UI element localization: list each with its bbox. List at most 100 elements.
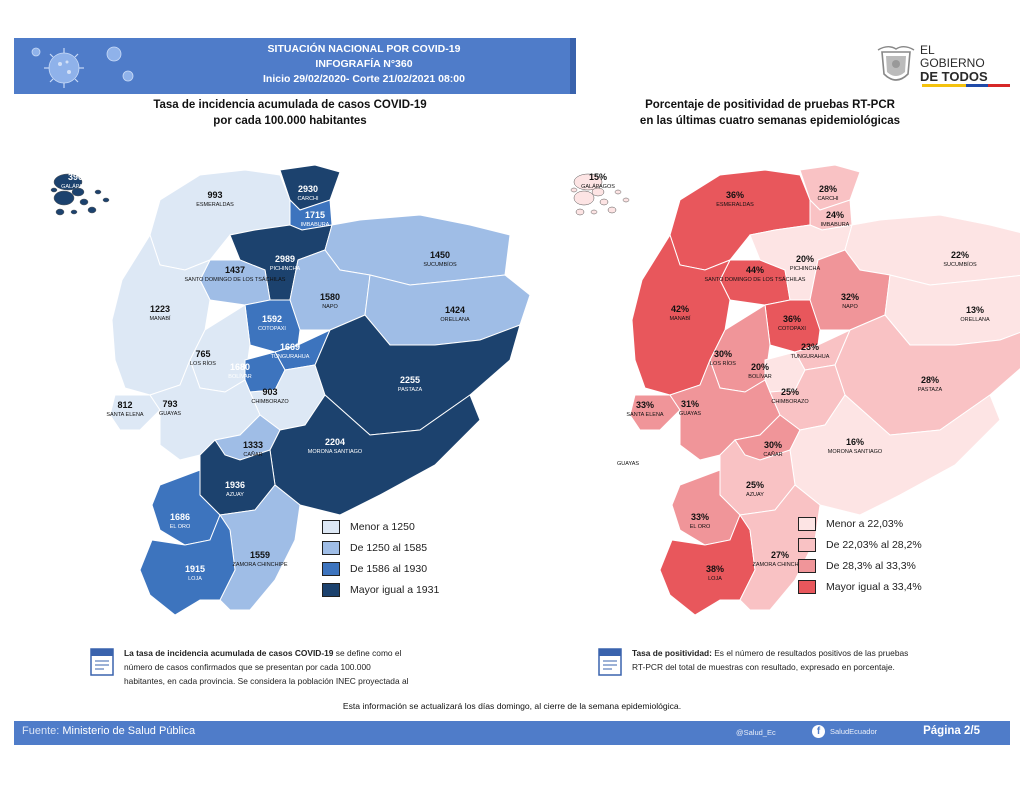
value-label-carchi: 2930 — [298, 184, 318, 194]
incidence-legend-swatch — [322, 561, 340, 576]
value-label-los-rios: 765 — [195, 349, 210, 359]
province-label-pastaza: PASTAZA — [918, 387, 943, 393]
value-label-cotopaxi: 36% — [783, 314, 801, 324]
province-label-morona-santiago: MORONA SANTIAGO — [828, 449, 883, 455]
province-label-manabi: MANABÍ — [149, 315, 171, 322]
incidence-legend: Menor a 1250 De 1250 al 1585 De 1586 al 19… — [322, 516, 439, 600]
logo-line3: DE TODOS — [920, 69, 988, 84]
value-label-carchi: 28% — [819, 184, 837, 194]
positivity-legend-swatch — [798, 537, 816, 552]
left-map-title: Tasa de incidencia acumulada de casos CO… — [100, 97, 480, 129]
incidence-note-line2: número de casos confirmados que se prese… — [124, 662, 371, 672]
value-label-napo: 32% — [841, 292, 859, 302]
page-number: Página 2/5 — [923, 725, 980, 737]
province-label-zamora-chinchipe: ZAMORA CHINCHIPE — [232, 562, 287, 568]
province-label-pichincha: PICHINCHA — [790, 266, 821, 272]
province-label-sucumbios: SUCUMBÍOS — [423, 261, 457, 268]
header-title: SITUACIÓN NACIONAL POR COVID-19 — [267, 43, 461, 55]
province-label-santa-elena: SANTA ELENA — [106, 412, 144, 418]
province-label-santo-domingo-de-los-tsachilas: SANTO DOMINGO DE LOS TSÁCHILAS — [185, 276, 286, 283]
province-label-canar: CAÑAR — [763, 451, 782, 458]
value-label-chimborazo: 903 — [262, 387, 277, 397]
province-label-esmeraldas: ESMERALDAS — [716, 202, 754, 208]
value-label-sucumbios: 22% — [951, 250, 969, 260]
incidence-note-line3: habitantes, en cada provincia. Se consid… — [124, 676, 409, 686]
positivity-note-bold: Tasa de positividad: — [632, 648, 712, 658]
province-label-cotopaxi: COTOPAXI — [778, 326, 806, 332]
logo-line1: EL — [920, 43, 935, 57]
province-label-el-oro: EL ORO — [170, 524, 191, 530]
value-label-el-oro: 33% — [691, 512, 709, 522]
province-label-cotopaxi: COTOPAXI — [258, 326, 286, 332]
value-label-azuay: 1936 — [225, 480, 245, 490]
virus-icon — [31, 46, 134, 88]
province-galapagos — [570, 173, 630, 216]
province-label-azuay: AZUAY — [226, 492, 244, 498]
value-label-imbabura: 1715 — [305, 210, 325, 220]
province-label-manabi: MANABÍ — [669, 315, 691, 322]
value-label-manabi: 42% — [671, 304, 689, 314]
value-label-el-oro: 1686 — [170, 512, 190, 522]
incidence-legend-label: De 1250 al 1585 — [350, 541, 428, 554]
province-label-los-rios: LOS RÍOS — [710, 360, 736, 367]
header-banner: SITUACIÓN NACIONAL POR COVID-19 INFOGRAF… — [14, 38, 576, 94]
incidence-legend-item: De 1586 al 1930 — [322, 558, 439, 579]
province-label-orellana: ORELLANA — [440, 317, 470, 323]
positivity-note-line2: RT-PCR del total de muestras con resulta… — [632, 662, 895, 672]
header-infografia: INFOGRAFÍA N°360 — [315, 58, 413, 70]
value-label-napo: 1580 — [320, 292, 340, 302]
province-label-galapagos: GALÁPAGOS — [581, 183, 615, 190]
value-label-bolivar: 1680 — [230, 362, 250, 372]
province-label-tungurahua: TUNGURAHUA — [791, 354, 830, 360]
value-label-guayas: 793 — [162, 399, 177, 409]
header-dates: Inicio 29/02/2020- Corte 21/02/2021 08:0… — [263, 73, 465, 85]
province-label-azuay: AZUAY — [746, 492, 764, 498]
value-label-zamora-chinchipe: 1559 — [250, 550, 270, 560]
extra-guayas-label: GUAYAS — [617, 461, 639, 467]
positivity-legend-item: Mayor igual a 33,4% — [798, 576, 922, 597]
value-label-tungurahua: 1669 — [280, 342, 300, 352]
province-label-imbabura: IMBABURA — [821, 222, 850, 228]
province-label-loja: LOJA — [708, 576, 722, 582]
incidence-note-bold: La tasa de incidencia acumulada de casos… — [124, 648, 334, 658]
positivity-legend-label: De 22,03% al 28,2% — [826, 538, 922, 551]
positivity-legend-item: De 22,03% al 28,2% — [798, 534, 922, 555]
right-title-line1: Porcentaje de positividad de pruebas RT-… — [645, 99, 895, 111]
province-cotopaxi — [244, 299, 301, 353]
facebook-handle: SaludEcuador — [830, 727, 878, 736]
value-label-zamora-chinchipe: 27% — [771, 550, 789, 560]
value-label-pastaza: 28% — [921, 375, 939, 385]
footer-bar: Fuente: Ministerio de Salud Pública @Sal… — [14, 721, 1010, 745]
province-label-carchi: CARCHI — [817, 196, 839, 202]
facebook-link[interactable]: f SaludEcuador — [812, 725, 877, 738]
left-title-line2: por cada 100.000 habitantes — [213, 115, 367, 127]
source-value: Ministerio de Salud Pública — [62, 725, 196, 737]
province-label-loja: LOJA — [188, 576, 202, 582]
province-label-carchi: CARCHI — [297, 196, 319, 202]
incidence-legend-swatch — [322, 582, 340, 597]
value-label-esmeraldas: 36% — [726, 190, 744, 200]
incidence-legend-label: Mayor igual a 1931 — [350, 583, 440, 596]
document-chart-icon — [90, 648, 114, 676]
value-label-manabi: 1223 — [150, 304, 170, 314]
province-label-guayas: GUAYAS — [679, 411, 701, 417]
province-label-zamora-chinchipe: ZAMORA CHINCHIPE — [752, 562, 807, 568]
twitter-handle[interactable]: @Salud_Ec — [736, 728, 776, 737]
incidence-legend-item: Mayor igual a 1931 — [322, 579, 439, 600]
positivity-map: 15%GALÁPAGOS 36% ESMERALDAS 28% CARCHI 24% IMB… — [570, 164, 1020, 616]
province-label-pichincha: PICHINCHA — [270, 266, 301, 272]
province-label-canar: CAÑAR — [243, 451, 262, 458]
value-label-santo-domingo-de-los-tsachilas: 44% — [746, 265, 764, 275]
province-label-guayas: GUAYAS — [159, 411, 181, 417]
province-label-santa-elena: SANTA ELENA — [626, 412, 664, 418]
province-label-imbabura: IMBABURA — [301, 222, 330, 228]
value-label-loja: 38% — [706, 564, 724, 574]
province-label-santo-domingo-de-los-tsachilas: SANTO DOMINGO DE LOS TSÁCHILAS — [705, 276, 806, 283]
value-label-cotopaxi: 1592 — [262, 314, 282, 324]
incidence-note-rest: se define como el — [333, 648, 402, 658]
value-label-galapagos: 3904 — [68, 172, 88, 182]
province-label-los-rios: LOS RÍOS — [190, 360, 216, 367]
province-zamora-chinchipe — [739, 484, 821, 611]
footer-source: Fuente: Ministerio de Salud Pública — [22, 725, 195, 737]
